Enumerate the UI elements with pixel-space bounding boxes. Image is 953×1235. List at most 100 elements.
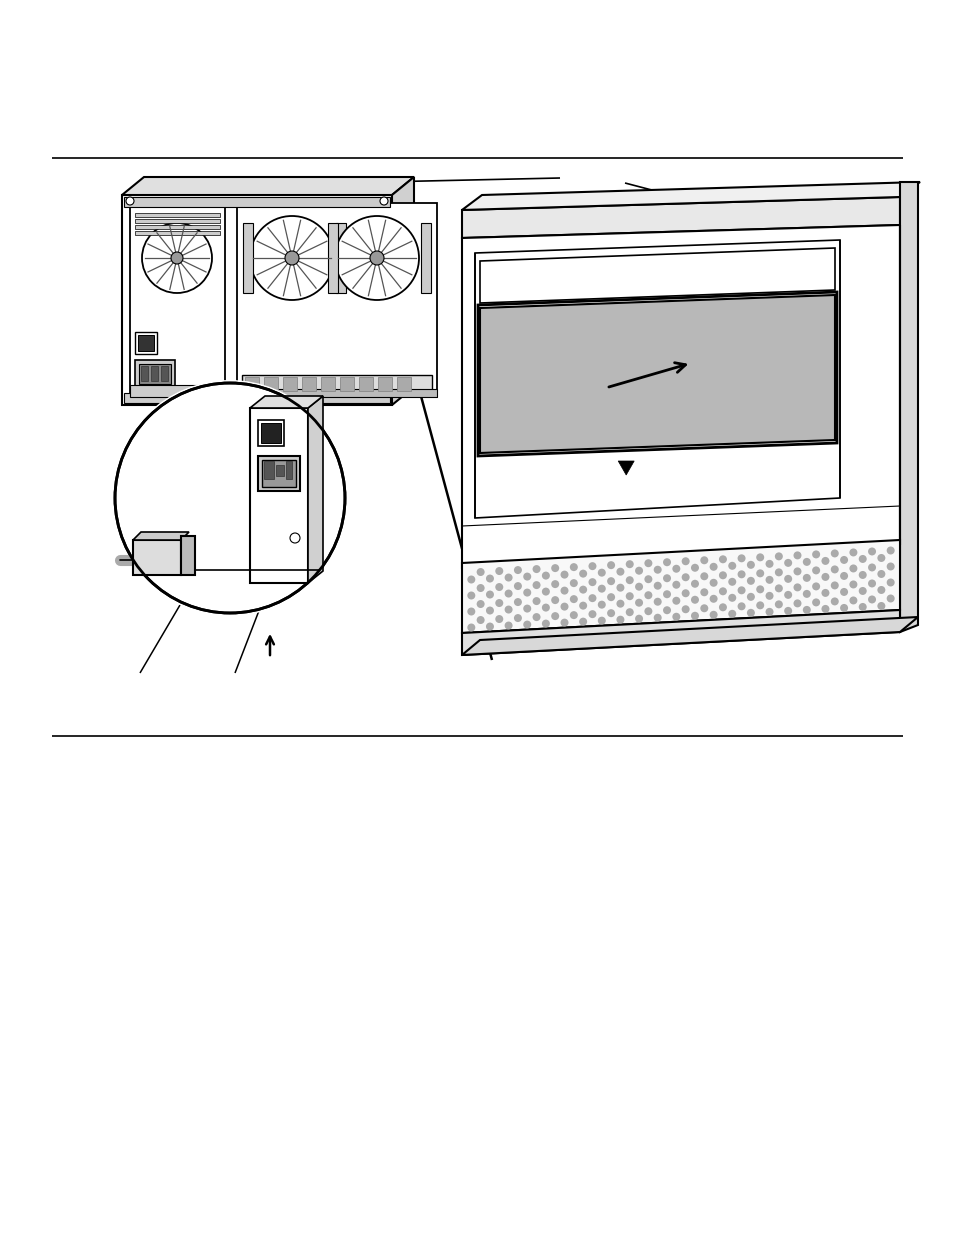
Circle shape [115,383,345,613]
Polygon shape [618,461,634,475]
Bar [302,377,315,391]
Circle shape [737,603,745,610]
Bar [161,366,168,382]
Circle shape [588,610,596,619]
Circle shape [370,251,384,266]
Circle shape [514,566,521,574]
Bar [420,224,431,293]
Circle shape [690,579,699,588]
Bar [243,224,253,293]
Bar [124,198,390,207]
Circle shape [858,571,866,579]
Circle shape [643,592,652,599]
Bar [335,224,346,293]
Circle shape [737,587,745,594]
Bar [151,366,158,382]
Bar [122,195,392,405]
Circle shape [848,564,857,573]
Circle shape [578,569,586,578]
Circle shape [495,583,503,592]
Bar [377,377,392,391]
Circle shape [746,577,754,585]
Circle shape [504,589,512,598]
Circle shape [532,613,540,621]
Circle shape [821,605,828,613]
Bar [257,456,299,492]
Circle shape [635,567,642,574]
Circle shape [821,589,828,597]
Circle shape [625,593,633,600]
Circle shape [727,562,736,569]
Circle shape [783,559,791,567]
Circle shape [774,600,782,609]
Circle shape [495,567,503,576]
Circle shape [467,624,475,631]
Circle shape [495,615,503,622]
Circle shape [569,595,578,603]
Circle shape [700,556,707,564]
Circle shape [606,561,615,569]
Circle shape [606,609,615,618]
Polygon shape [479,295,834,453]
Circle shape [774,584,782,593]
Circle shape [532,597,540,605]
Circle shape [793,599,801,608]
Circle shape [737,555,745,562]
Circle shape [551,564,558,572]
Circle shape [802,590,810,598]
Circle shape [504,621,512,630]
Circle shape [625,577,633,584]
Circle shape [635,615,642,622]
Circle shape [616,600,624,608]
Circle shape [541,572,549,579]
Circle shape [653,582,661,590]
Circle shape [746,561,754,569]
Bar [130,385,225,396]
Circle shape [830,550,838,557]
Circle shape [700,604,707,613]
Circle shape [522,620,531,629]
Polygon shape [475,240,840,517]
Circle shape [821,573,828,580]
Circle shape [180,496,190,506]
Circle shape [485,622,494,631]
Circle shape [690,611,699,620]
Circle shape [514,598,521,606]
Bar [261,424,281,443]
Circle shape [756,585,763,593]
Circle shape [551,580,558,588]
Circle shape [867,547,875,556]
Polygon shape [479,248,834,303]
Circle shape [467,576,475,583]
Circle shape [672,613,679,621]
Circle shape [551,597,558,604]
Circle shape [700,588,707,597]
Circle shape [476,616,484,624]
Bar [242,375,432,393]
Circle shape [112,380,348,616]
Bar [236,389,436,396]
Circle shape [700,572,707,580]
Circle shape [335,216,418,300]
Circle shape [662,574,670,582]
Circle shape [690,563,699,572]
Bar [283,377,296,391]
Bar [264,377,277,391]
Bar [135,359,174,388]
Circle shape [588,562,596,571]
Circle shape [560,603,568,610]
Circle shape [578,618,586,626]
Circle shape [885,547,894,555]
Polygon shape [132,532,189,540]
Circle shape [764,592,773,600]
Circle shape [858,587,866,595]
Circle shape [616,568,624,576]
Circle shape [709,563,717,571]
Circle shape [504,605,512,614]
Circle shape [830,598,838,605]
Circle shape [126,198,133,205]
Polygon shape [461,225,899,568]
Circle shape [625,608,633,616]
Circle shape [885,594,894,603]
Bar [245,377,258,391]
